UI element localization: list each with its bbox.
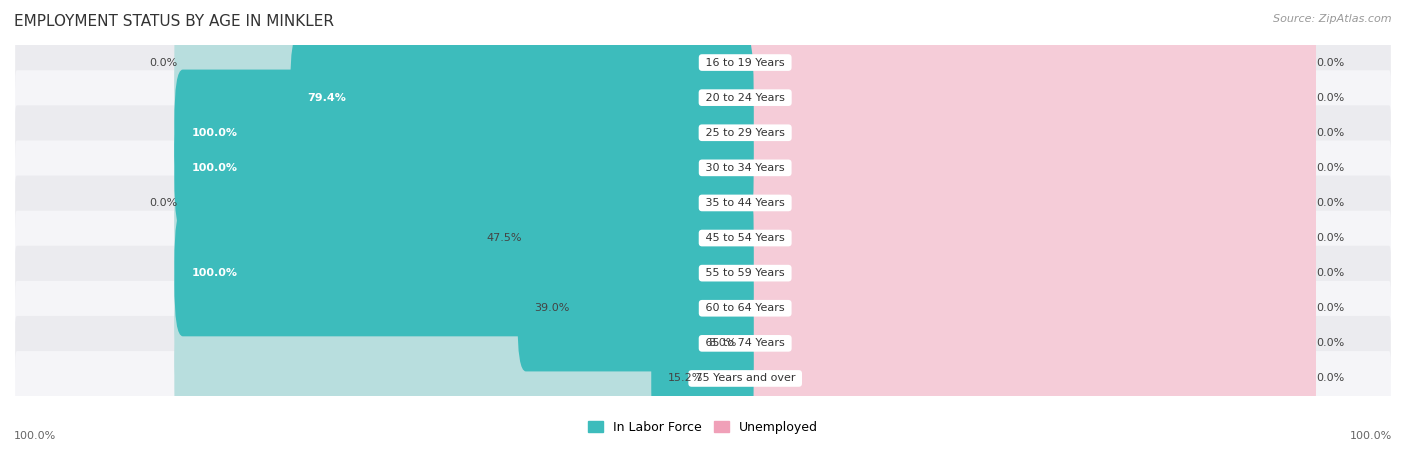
Text: 0.0%: 0.0% [1316, 93, 1344, 103]
FancyBboxPatch shape [174, 70, 754, 196]
FancyBboxPatch shape [174, 105, 754, 231]
Text: 65 to 74 Years: 65 to 74 Years [702, 338, 789, 348]
Text: 8.0%: 8.0% [709, 338, 737, 348]
FancyBboxPatch shape [15, 281, 1391, 336]
Text: 60 to 64 Years: 60 to 64 Years [702, 303, 789, 313]
Text: 45 to 54 Years: 45 to 54 Years [702, 233, 789, 243]
FancyBboxPatch shape [692, 280, 754, 406]
FancyBboxPatch shape [15, 176, 1391, 230]
FancyBboxPatch shape [174, 105, 754, 231]
FancyBboxPatch shape [737, 245, 1316, 371]
FancyBboxPatch shape [174, 315, 754, 441]
FancyBboxPatch shape [174, 70, 754, 196]
FancyBboxPatch shape [737, 280, 1316, 406]
FancyBboxPatch shape [290, 35, 754, 161]
Text: 75 Years and over: 75 Years and over [692, 374, 799, 383]
Text: 0.0%: 0.0% [1316, 374, 1344, 383]
FancyBboxPatch shape [737, 315, 1316, 441]
FancyBboxPatch shape [15, 316, 1391, 371]
FancyBboxPatch shape [174, 210, 754, 336]
Text: 100.0%: 100.0% [1350, 431, 1392, 441]
FancyBboxPatch shape [737, 70, 1316, 196]
Text: 47.5%: 47.5% [486, 233, 522, 243]
FancyBboxPatch shape [651, 315, 754, 441]
Text: 15.2%: 15.2% [668, 374, 703, 383]
Text: 0.0%: 0.0% [1316, 58, 1344, 68]
Text: Source: ZipAtlas.com: Source: ZipAtlas.com [1274, 14, 1392, 23]
FancyBboxPatch shape [174, 0, 754, 126]
Text: 100.0%: 100.0% [191, 268, 238, 278]
Text: 100.0%: 100.0% [191, 128, 238, 138]
FancyBboxPatch shape [174, 140, 754, 266]
Text: 39.0%: 39.0% [534, 303, 569, 313]
Text: 0.0%: 0.0% [1316, 128, 1344, 138]
FancyBboxPatch shape [174, 210, 754, 336]
FancyBboxPatch shape [737, 140, 1316, 266]
FancyBboxPatch shape [470, 175, 754, 301]
FancyBboxPatch shape [174, 280, 754, 406]
Text: 0.0%: 0.0% [149, 198, 177, 208]
FancyBboxPatch shape [15, 211, 1391, 266]
FancyBboxPatch shape [737, 210, 1316, 336]
FancyBboxPatch shape [174, 245, 754, 371]
Text: 0.0%: 0.0% [1316, 233, 1344, 243]
Text: 100.0%: 100.0% [191, 163, 238, 173]
Text: 25 to 29 Years: 25 to 29 Years [702, 128, 789, 138]
Text: 20 to 24 Years: 20 to 24 Years [702, 93, 789, 103]
FancyBboxPatch shape [15, 246, 1391, 301]
Text: 55 to 59 Years: 55 to 59 Years [702, 268, 789, 278]
Text: 35 to 44 Years: 35 to 44 Years [702, 198, 789, 208]
FancyBboxPatch shape [15, 105, 1391, 160]
Text: 0.0%: 0.0% [1316, 338, 1344, 348]
Text: 0.0%: 0.0% [1316, 198, 1344, 208]
FancyBboxPatch shape [15, 70, 1391, 125]
Text: 0.0%: 0.0% [1316, 268, 1344, 278]
Text: 0.0%: 0.0% [1316, 303, 1344, 313]
Text: 79.4%: 79.4% [307, 93, 346, 103]
FancyBboxPatch shape [737, 175, 1316, 301]
FancyBboxPatch shape [737, 105, 1316, 231]
Text: 0.0%: 0.0% [149, 58, 177, 68]
Text: 100.0%: 100.0% [14, 431, 56, 441]
FancyBboxPatch shape [174, 35, 754, 161]
FancyBboxPatch shape [15, 140, 1391, 195]
FancyBboxPatch shape [737, 35, 1316, 161]
FancyBboxPatch shape [737, 0, 1316, 126]
Text: 0.0%: 0.0% [1316, 163, 1344, 173]
FancyBboxPatch shape [174, 175, 754, 301]
Legend: In Labor Force, Unemployed: In Labor Force, Unemployed [583, 416, 823, 439]
Text: 30 to 34 Years: 30 to 34 Years [702, 163, 789, 173]
FancyBboxPatch shape [517, 245, 754, 371]
FancyBboxPatch shape [15, 351, 1391, 406]
Text: EMPLOYMENT STATUS BY AGE IN MINKLER: EMPLOYMENT STATUS BY AGE IN MINKLER [14, 14, 335, 28]
Text: 16 to 19 Years: 16 to 19 Years [702, 58, 789, 68]
FancyBboxPatch shape [15, 35, 1391, 90]
